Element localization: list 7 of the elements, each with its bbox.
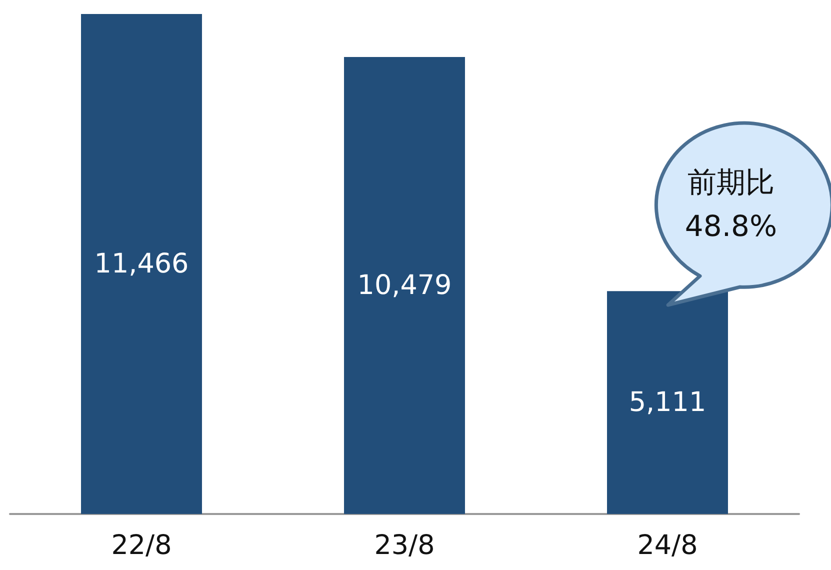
data-label: 11,466 xyxy=(94,248,189,280)
x-tick-label: 24/8 xyxy=(637,530,698,561)
data-label: 10,479 xyxy=(357,270,452,302)
data-label: 5,111 xyxy=(628,387,706,418)
annotation: 前期比 48.8% xyxy=(684,164,778,245)
x-tick-label: 23/8 xyxy=(374,530,435,561)
x-tick-label: 22/8 xyxy=(111,530,172,561)
